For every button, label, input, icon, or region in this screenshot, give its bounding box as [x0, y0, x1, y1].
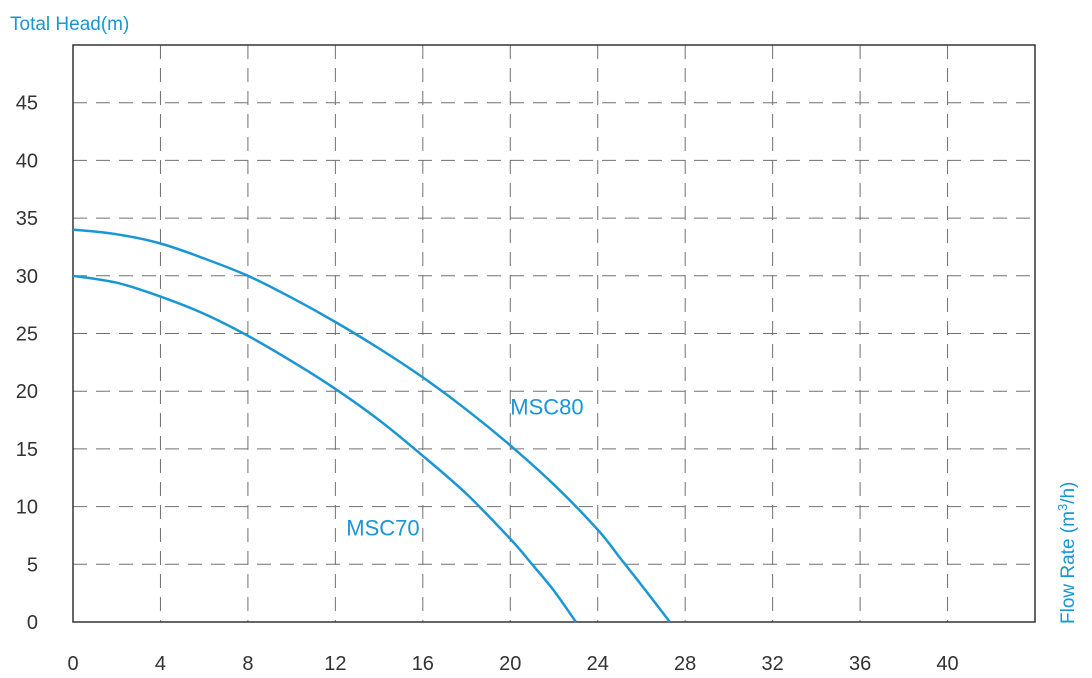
y-tick-label: 20: [16, 381, 38, 403]
y-tick-label: 30: [16, 266, 38, 288]
y-tick-label: 35: [16, 208, 38, 230]
x-tick-label: 4: [155, 653, 166, 675]
y-tick-label: 45: [16, 93, 38, 115]
y-axis-title: Total Head(m): [10, 14, 129, 35]
x-tick-label: 0: [67, 653, 78, 675]
x-tick-label: 32: [762, 653, 784, 675]
x-tick-label: 8: [242, 653, 253, 675]
x-tick-label: 40: [936, 653, 958, 675]
x-tick-label: 20: [499, 653, 521, 675]
plot-frame: [72, 44, 1036, 623]
y-tick-label: 0: [27, 612, 38, 634]
x-axis-title: Flow Rate (m3/h): [1055, 482, 1079, 624]
series-label-msc80: MSC80: [510, 394, 583, 419]
series: MSC80 MSC70: [72, 228, 671, 623]
y-tick-label: 10: [16, 497, 38, 519]
y-tick-label: 40: [16, 150, 38, 172]
series-label-msc70: MSC70: [346, 515, 419, 540]
x-tick-label: 24: [587, 653, 609, 675]
y-tick-label: 25: [16, 324, 38, 346]
tick-labels: 0 4 8 12 16 20 24 28 32 36 40 0 5 10 15 20 25 30 35 40 45: [16, 93, 959, 675]
x-tick-label: 28: [674, 653, 696, 675]
x-tick-label: 12: [324, 653, 346, 675]
grid: [73, 45, 1035, 622]
series-line-msc80: [72, 228, 671, 623]
x-tick-label: 16: [412, 653, 434, 675]
y-tick-label: 15: [16, 439, 38, 461]
series-line-msc70: [72, 274, 577, 623]
x-tick-label: 36: [849, 653, 871, 675]
y-tick-label: 5: [27, 554, 38, 576]
